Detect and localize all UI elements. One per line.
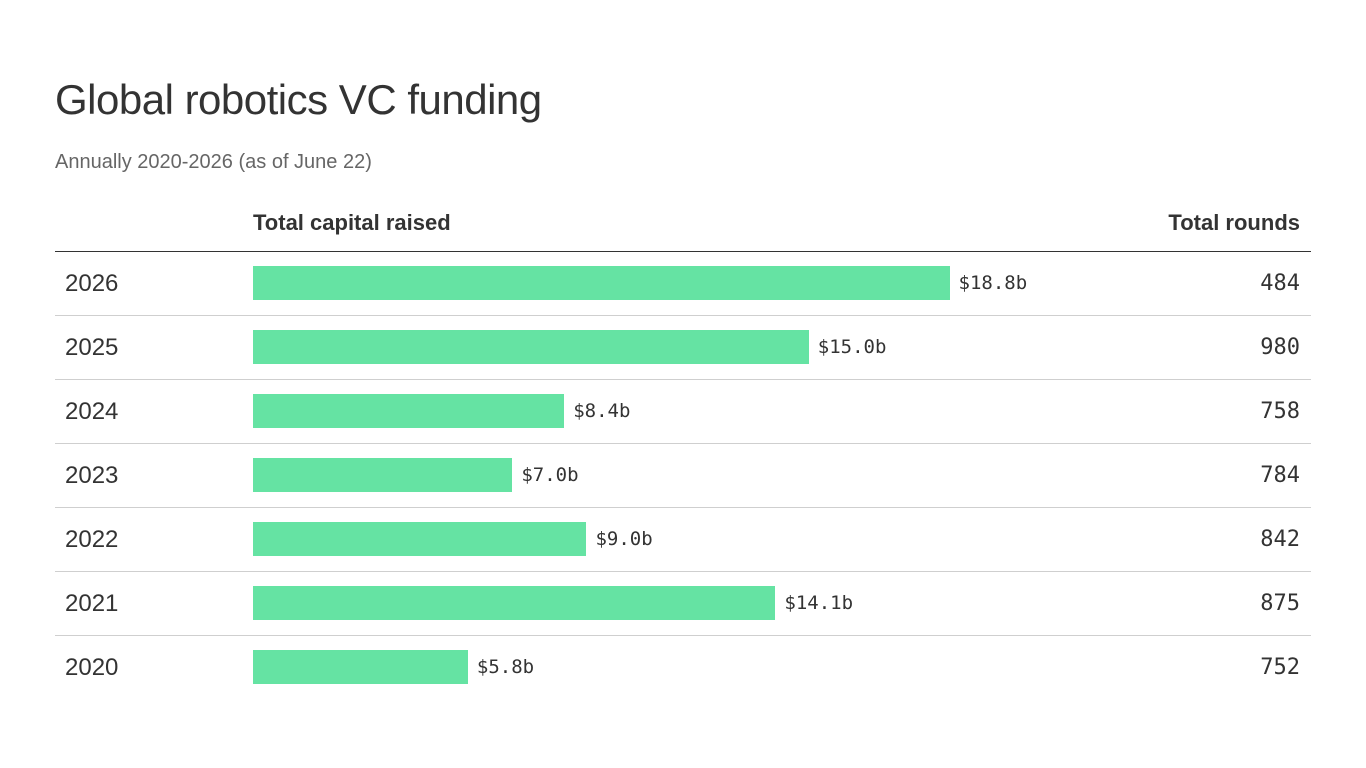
year-label: 2023 [65,462,119,489]
bar-group: $14.1b [253,586,853,620]
capital-bar [253,522,587,556]
bar-group: $18.8b [253,266,1027,300]
year-label: 2026 [65,270,119,297]
rounds-value: 752 [1260,655,1300,680]
capital-value-label: $5.8b [476,656,535,678]
table-row: 2025 $15.0b 980 [55,316,1311,380]
capital-value-label: $18.8b [958,272,1028,294]
table-row: 2021 $14.1b 875 [55,572,1311,636]
rounds-value: 875 [1260,591,1300,616]
capital-bar [253,458,513,492]
chart-subtitle: Annually 2020-2026 (as of June 22) [55,151,372,173]
table-row: 2026 $18.8b 484 [55,252,1311,316]
bar-group: $15.0b [253,330,886,364]
year-label: 2022 [65,526,119,553]
capital-value-label: $9.0b [595,528,653,550]
rounds-value: 484 [1260,271,1300,296]
header-divider [55,251,1311,252]
capital-bar [253,266,950,300]
chart-title: Global robotics VC funding [55,76,542,123]
bar-group: $7.0b [253,458,579,492]
year-label: 2024 [65,398,119,425]
capital-bar [253,650,468,684]
chart-rows: 2026 $18.8b 484 2025 $15.0b 980 2024 $8.4b 758 20… [55,252,1311,699]
capital-value-label: $7.0b [521,464,579,486]
rounds-value: 758 [1260,399,1300,424]
table-row: 2023 $7.0b 784 [55,444,1311,508]
capital-value-label: $14.1b [784,592,854,614]
year-label: 2020 [65,654,119,681]
table-row: 2022 $9.0b 842 [55,508,1311,572]
capital-bar [253,586,776,620]
bar-group: $9.0b [253,522,653,556]
rounds-value: 784 [1260,463,1300,488]
capital-value-label: $15.0b [817,336,887,358]
capital-value-label: $8.4b [573,400,631,422]
year-label: 2025 [65,334,119,361]
column-header-capital: Total capital raised [253,210,451,235]
year-label: 2021 [65,590,119,617]
column-header-rounds: Total rounds [1168,210,1300,235]
bar-group: $8.4b [253,394,630,428]
capital-bar [253,330,809,364]
rounds-value: 980 [1260,335,1300,360]
capital-bar [253,394,565,428]
table-row: 2020 $5.8b 752 [55,636,1311,699]
rounds-value: 842 [1260,527,1300,552]
table-row: 2024 $8.4b 758 [55,380,1311,444]
bar-group: $5.8b [253,650,534,684]
